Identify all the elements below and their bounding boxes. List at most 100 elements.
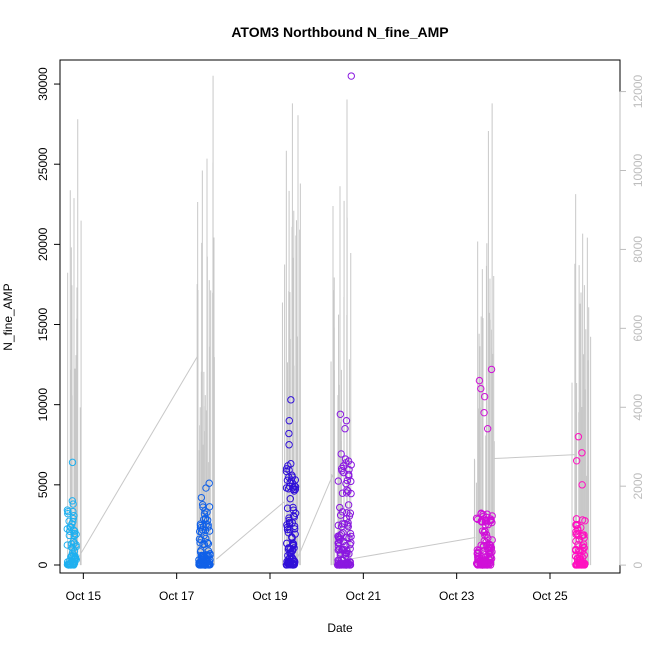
data-point	[573, 529, 581, 538]
data-point	[487, 365, 496, 374]
data-point	[580, 551, 589, 559]
data-point	[206, 550, 214, 558]
data-point	[480, 408, 488, 417]
data-point	[287, 396, 295, 404]
data-point	[285, 514, 293, 522]
data-point	[202, 551, 210, 559]
data-point	[204, 560, 212, 569]
data-point	[579, 540, 588, 548]
points-series	[63, 72, 589, 569]
data-point	[347, 477, 355, 486]
data-point	[334, 546, 342, 554]
data-point	[334, 542, 343, 550]
data-point	[347, 461, 355, 469]
data-point	[346, 529, 355, 538]
data-point	[286, 495, 294, 503]
x-tick-label: Oct 17	[159, 589, 195, 603]
data-point	[69, 514, 77, 523]
data-point	[288, 471, 296, 479]
data-point	[578, 516, 587, 524]
y-axis-label: N_fine_AMP	[1, 283, 15, 350]
data-point	[336, 410, 345, 418]
data-point	[577, 560, 585, 569]
data-point	[477, 510, 485, 518]
x-tick-label: Oct 19	[252, 589, 288, 603]
data-point	[486, 541, 494, 549]
data-point	[572, 457, 581, 465]
data-point	[484, 534, 492, 542]
data-point	[201, 554, 210, 563]
data-point	[289, 539, 297, 548]
data-point	[198, 500, 207, 509]
data-point	[572, 545, 580, 554]
data-point	[64, 509, 72, 518]
data-point	[576, 555, 584, 563]
data-point	[284, 528, 293, 537]
data-point	[290, 522, 299, 530]
data-point	[285, 441, 293, 449]
data-point	[201, 507, 209, 515]
y-right-tick-label: 10000	[631, 153, 645, 187]
data-point	[343, 533, 351, 542]
data-point	[69, 559, 77, 567]
data-point	[572, 537, 580, 545]
x-axis: Oct 15 Oct 17 Oct 19 Oct 21 Oct 23 Oct 25	[66, 572, 568, 603]
data-point	[475, 376, 484, 385]
data-point	[472, 559, 481, 568]
y-right-tick-label: 12000	[631, 75, 645, 109]
x-tick-label: Oct 15	[66, 589, 102, 603]
data-point	[480, 392, 489, 401]
data-point	[202, 484, 210, 492]
y-right-tick-label: 2000	[631, 473, 645, 500]
data-point	[478, 527, 487, 535]
data-point	[339, 546, 347, 554]
data-point	[578, 449, 586, 457]
data-point	[336, 511, 345, 519]
data-point	[482, 559, 490, 567]
data-point	[198, 526, 207, 534]
data-point	[574, 433, 583, 441]
data-point	[282, 465, 291, 473]
data-point	[205, 559, 213, 568]
data-point	[480, 528, 488, 537]
y-left-tick-label: 20000	[36, 227, 50, 261]
data-point	[196, 523, 205, 532]
data-point	[483, 425, 492, 433]
data-point	[202, 520, 210, 529]
data-point	[68, 497, 77, 505]
data-point	[342, 515, 351, 523]
y-right-tick-label: 0	[631, 561, 645, 568]
data-point	[283, 504, 292, 512]
x-axis-label: Date	[327, 621, 353, 635]
data-point	[342, 417, 351, 425]
data-point	[347, 72, 355, 80]
data-point	[289, 483, 298, 492]
data-point	[339, 529, 347, 537]
data-point	[346, 540, 354, 549]
data-point	[345, 561, 354, 569]
data-point	[347, 489, 355, 498]
x-tick-label: Oct 21	[346, 589, 382, 603]
data-point	[485, 544, 494, 553]
data-point	[479, 512, 487, 521]
data-point	[578, 542, 587, 550]
y-left-tick-label: 25000	[36, 147, 50, 181]
data-point	[347, 532, 355, 541]
data-point	[72, 530, 80, 539]
data-point	[481, 527, 489, 536]
data-point	[344, 559, 353, 567]
data-point	[334, 559, 342, 567]
y-axis-right: 0 2000 4000 6000 8000 10000 12000	[619, 75, 645, 568]
data-point	[72, 543, 80, 551]
data-point	[287, 552, 295, 560]
data-point	[337, 450, 345, 458]
y-left-tick-label: 15000	[36, 308, 50, 342]
data-point	[65, 531, 74, 540]
line-connector	[349, 536, 476, 560]
data-point	[335, 538, 343, 547]
data-point	[285, 429, 293, 438]
data-point	[63, 525, 71, 533]
data-point	[334, 521, 343, 530]
data-point	[576, 546, 584, 555]
